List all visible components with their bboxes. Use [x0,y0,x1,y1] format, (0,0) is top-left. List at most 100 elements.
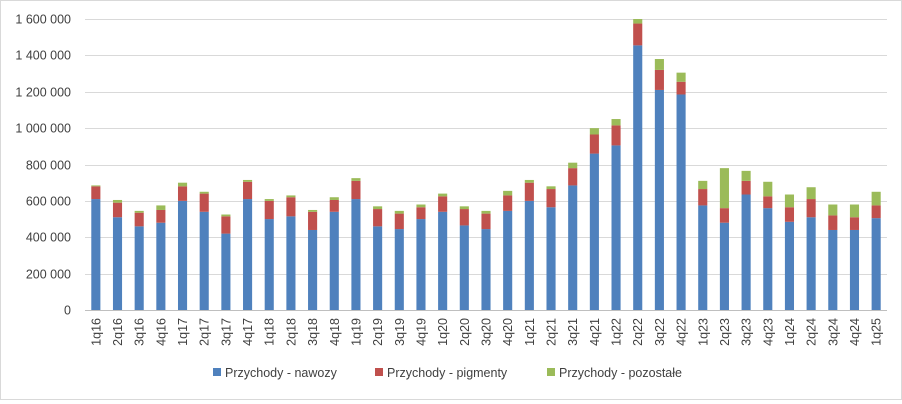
bar-segment-3q17-s1 [221,216,231,234]
bar-segment-4q22-s2 [676,72,686,82]
bar-segment-2q19-s0 [373,226,383,310]
bar-segment-3q22-s2 [654,59,664,70]
bar-segment-2q23-s2 [719,168,729,209]
bar-segment-1q25-s0 [871,218,881,310]
y-tick-label: 1 400 000 [15,49,71,63]
bar-segment-2q20-s1 [459,209,469,226]
bar-segment-4q20-s2 [503,190,513,196]
bar-segment-1q19-s0 [351,199,361,310]
x-tick-label: 3q22 [653,318,667,346]
bar-segment-1q22-s2 [611,119,621,126]
bar-segment-3q16-s1 [134,212,144,227]
bar-segment-1q16-s2 [91,185,101,187]
x-tick-label: 4q23 [761,318,775,346]
x-tick-label: 4q24 [848,318,862,346]
bar-segment-4q24-s1 [849,217,860,230]
bar-segment-3q23-s2 [741,170,751,181]
bar-segment-1q24-s1 [784,207,795,222]
x-tick-label: 1q19 [349,318,363,346]
x-tick-label: 1q20 [436,318,450,346]
x-tick-label: 4q17 [241,318,255,346]
x-tick-label: 2q19 [371,318,385,346]
x-tick-label: 3q17 [219,318,233,346]
x-tick-label: 1q23 [696,318,710,346]
gridlines [85,19,887,311]
bar-segment-1q23-s2 [698,180,708,190]
bar-segment-4q23-s2 [763,181,773,197]
bar-segment-3q21-s0 [568,185,578,310]
bar-segment-1q22-s0 [611,145,621,310]
bar-segment-2q17-s2 [199,191,209,194]
bar-segment-4q17-s2 [243,179,253,182]
bar-segment-4q20-s1 [503,195,513,211]
bar-segment-3q17-s2 [221,214,231,217]
x-tick-label: 3q21 [566,318,580,346]
y-tick-label: 1 000 000 [15,122,71,136]
bar-segment-2q16-s0 [112,217,123,310]
x-tick-label: 2q17 [198,318,212,346]
x-tick-label: 1q17 [176,318,190,346]
y-tick-label: 800 000 [26,159,71,173]
y-tick-label: 1 600 000 [15,13,71,27]
x-tick-label: 2q16 [111,318,125,346]
legend-swatch-0 [213,368,221,376]
bar-segment-2q22-s0 [633,45,643,311]
bar-segment-1q25-s2 [871,191,881,206]
y-tick-label: 1 200 000 [15,86,71,100]
bar-segment-3q20-s1 [481,213,491,230]
bar-segment-4q19-s0 [416,219,426,310]
bar-segment-2q19-s2 [373,206,383,210]
x-tick-label: 4q19 [414,318,428,346]
x-tick-label: 4q22 [675,318,689,346]
bar-segment-1q23-s0 [698,205,708,310]
bar-segment-3q18-s1 [308,211,318,230]
bar-segment-4q17-s0 [243,199,253,310]
x-tick-label: 2q18 [284,318,298,346]
bar-segment-1q16-s1 [91,186,101,200]
bar-segment-4q22-s1 [676,81,686,95]
bar-segment-1q25-s1 [871,205,881,219]
x-tick-label: 4q16 [154,318,168,346]
bar-segment-4q18-s1 [329,199,339,212]
bar-segment-2q22-s2 [633,19,643,24]
bar-segment-2q18-s2 [286,195,296,198]
x-axis: 1q16 2q16 3q16 4q16 1q17 2q17 3q17 4q17 1q18 2q18… [85,310,887,346]
bar-segment-3q22-s0 [654,89,664,311]
bar-segment-1q21-s1 [524,182,534,201]
bar-segment-3q16-s2 [134,210,144,213]
x-tick-label: 1q21 [523,318,537,346]
bar-segment-1q17-s0 [177,200,188,311]
bar-segment-2q16-s2 [112,199,123,203]
bar-segment-1q19-s1 [351,180,361,200]
bar-segment-3q16-s0 [134,226,144,310]
bar-segment-3q24-s1 [828,215,838,230]
bar-segment-4q17-s1 [243,181,253,200]
bar-segment-2q20-s2 [459,206,469,210]
bar-segment-1q17-s2 [177,182,188,187]
bar-segment-4q16-s0 [156,222,166,310]
bar-segment-4q23-s1 [763,196,773,209]
bar-segment-2q19-s1 [373,209,383,227]
bar-segment-2q23-s0 [719,222,729,310]
bar-segment-1q20-s0 [438,211,448,310]
bar-segment-4q24-s2 [849,204,860,218]
bar-segment-2q18-s0 [286,216,296,310]
bar-segment-3q23-s0 [741,194,751,310]
bar-segment-1q21-s0 [524,200,534,311]
bar-segment-3q22-s1 [654,69,664,90]
bar-segment-4q19-s1 [416,207,426,220]
legend-label-0: Przychody - nawozy [225,366,338,380]
bar-segment-3q19-s0 [394,229,404,310]
bar-segment-3q24-s0 [828,229,838,310]
bar-segment-4q21-s0 [589,153,599,310]
x-tick-label: 4q18 [328,318,342,346]
bar-segment-3q20-s2 [481,210,491,214]
x-tick-label: 4q21 [588,318,602,346]
bar-segment-3q19-s1 [394,213,404,230]
bar-segment-2q24-s2 [806,187,816,200]
x-tick-label: 3q20 [480,318,494,346]
bar-segment-3q18-s0 [308,229,318,310]
bar-segment-4q16-s1 [156,209,166,223]
